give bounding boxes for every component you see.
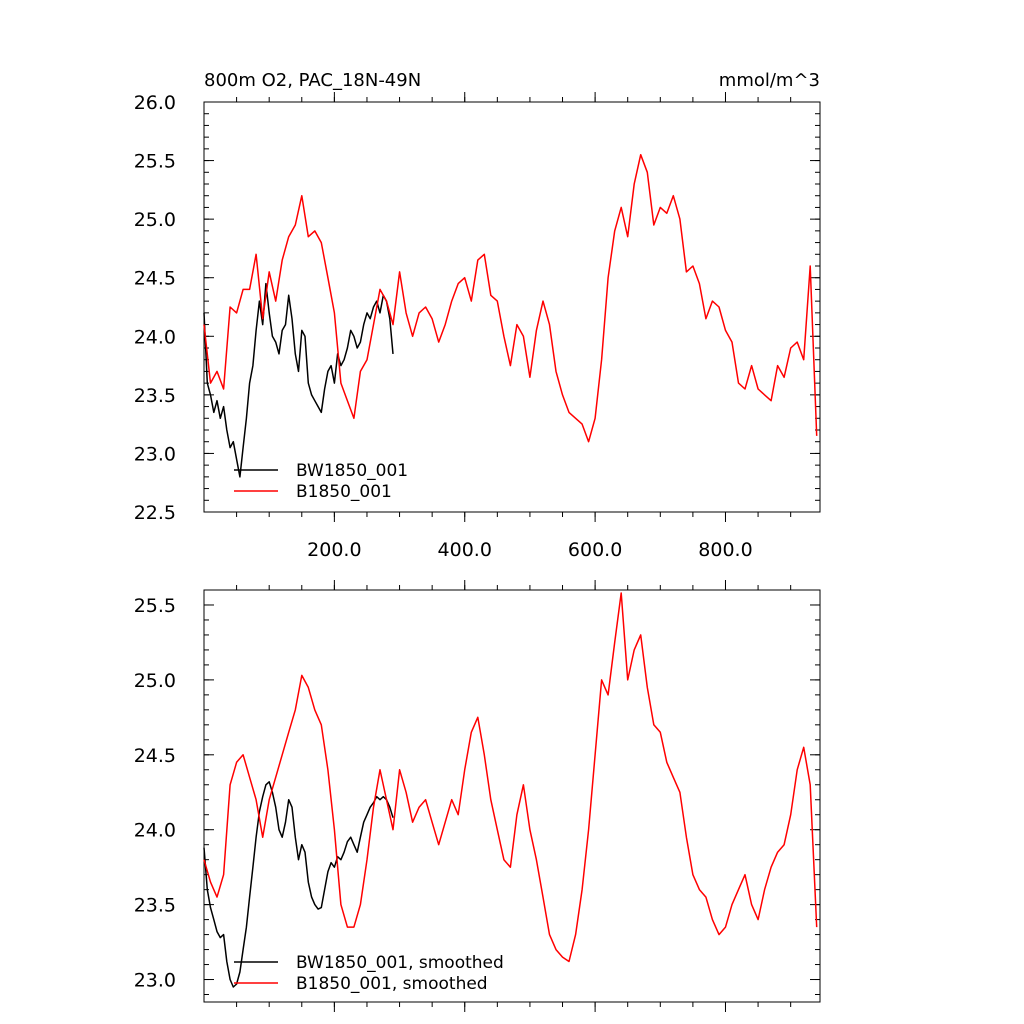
y-tick-label: 26.0 [134,92,176,114]
y-tick-label: 23.5 [134,385,176,407]
units-label: mmol/m^3 [719,70,820,91]
y-tick-label: 25.0 [134,670,176,692]
y-tick-label: 24.0 [134,820,176,842]
y-tick-label: 24.5 [134,745,176,767]
series-line-bw1850 [203,781,394,988]
legend-label: BW1850_001 [296,461,408,481]
x-tick-label: 800.0 [698,539,752,561]
series-line-b1850 [203,153,818,443]
plot-frame [203,101,821,513]
plot-frame [203,589,821,1003]
x-tick-label: 200.0 [307,539,361,561]
y-tick-label: 25.0 [134,209,176,231]
legend-label: B1850_001 [296,482,392,502]
series-line-b1850 [203,592,818,963]
y-tick-label: 25.5 [134,595,176,617]
y-tick-label: 23.0 [134,443,176,465]
y-tick-label: 24.5 [134,268,176,290]
x-tick-label: 400.0 [438,539,492,561]
y-tick-label: 25.5 [134,151,176,173]
y-tick-label: 23.5 [134,895,176,917]
x-tick-label: 600.0 [568,539,622,561]
legend-label: B1850_001, smoothed [296,974,488,994]
legend-label: BW1850_001, smoothed [296,953,504,973]
y-tick-label: 24.0 [134,326,176,348]
chart-title: 800m O2, PAC_18N-49N [204,70,421,91]
y-tick-label: 23.0 [134,970,176,992]
y-tick-label: 22.5 [134,502,176,524]
bottom-panel: 23.0 23.5 24.0 24.5 25.0 25.5 BW1850_001, smoo… [134,580,821,1012]
top-panel: 22.5 23.0 23.5 24.0 24.5 25.0 25.5 26.0 200.0 400… [134,92,821,561]
series-line-bw1850 [203,282,394,478]
